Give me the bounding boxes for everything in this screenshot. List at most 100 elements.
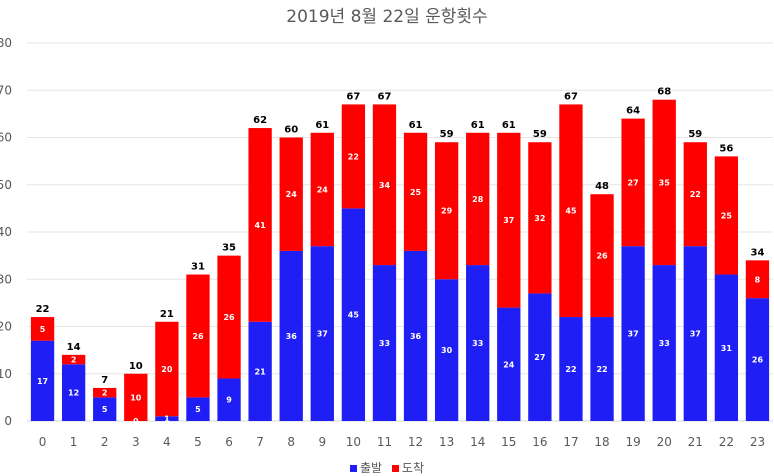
data-label-total: 62: [253, 115, 267, 126]
bar-departure: [310, 246, 334, 421]
data-label-total: 67: [564, 91, 578, 102]
x-tick-label: 15: [501, 435, 516, 449]
data-label-arrival: 2: [102, 389, 108, 398]
bar-arrival: [124, 373, 148, 421]
x-tick-label: 2: [101, 435, 109, 449]
data-label-arrival: 32: [534, 214, 545, 223]
bar-departure: [403, 250, 428, 421]
data-label-departure: 37: [690, 330, 701, 339]
data-label-departure: 27: [534, 353, 545, 362]
x-tick-label: 13: [439, 435, 454, 449]
legend-swatch-arrival: [391, 465, 399, 472]
data-label-total: 34: [750, 247, 764, 258]
y-tick-label: 80: [0, 36, 12, 50]
data-label-departure: 33: [472, 339, 483, 348]
data-label-departure: 0: [133, 417, 139, 426]
data-label-total: 35: [222, 243, 236, 254]
bars: [30, 99, 770, 421]
bar-arrival: [497, 132, 521, 308]
bar-arrival: [714, 156, 739, 275]
data-label-total: 61: [409, 120, 423, 131]
data-label-departure: 17: [37, 377, 48, 386]
data-label-arrival: 20: [161, 365, 173, 374]
y-tick-label: 50: [0, 178, 12, 192]
bar-arrival: [279, 137, 303, 251]
data-label-arrival: 24: [317, 185, 329, 194]
data-label-total: 31: [191, 262, 205, 273]
x-tick-label: 16: [532, 435, 547, 449]
data-label-departure: 21: [255, 367, 267, 376]
data-label-departure: 26: [752, 356, 764, 365]
bar-arrival: [434, 142, 459, 280]
bar-arrival: [403, 132, 428, 251]
data-label-departure: 12: [68, 389, 79, 398]
legend-label-arrival: 도착: [401, 461, 424, 475]
bar-departure: [497, 307, 521, 421]
data-label-total: 61: [502, 120, 516, 131]
data-label-arrival: 37: [503, 216, 514, 225]
bar-departure: [714, 274, 739, 421]
data-label-total: 21: [160, 309, 174, 320]
data-label-departure: 36: [410, 332, 422, 341]
legend-item-arrival: 도착: [391, 459, 424, 476]
x-tick-label: 7: [256, 435, 264, 449]
x-tick-label: 18: [594, 435, 609, 449]
data-label-arrival: 26: [192, 332, 204, 341]
y-tick-label: 0: [4, 414, 12, 428]
x-tick-label: 9: [318, 435, 326, 449]
data-label-total: 60: [284, 125, 298, 136]
bar-arrival: [30, 317, 55, 341]
bar-arrival: [217, 255, 241, 379]
x-tick-label: 5: [194, 435, 202, 449]
bar-departure: [279, 250, 303, 421]
x-tick-label: 14: [470, 435, 485, 449]
bar-departure: [61, 364, 86, 421]
data-label-departure: 22: [596, 365, 607, 374]
data-label-departure: 5: [102, 405, 108, 414]
data-label-departure: 33: [659, 339, 670, 348]
y-tick-label: 70: [0, 83, 12, 97]
bar-departure: [93, 397, 117, 421]
data-label-departure: 5: [195, 405, 201, 414]
data-label-departure: 45: [348, 311, 360, 320]
x-tick-label: 21: [688, 435, 703, 449]
y-tick-label: 10: [0, 367, 12, 381]
x-tick-label: 23: [750, 435, 765, 449]
bar-arrival: [93, 387, 117, 398]
bar-departure: [217, 378, 241, 421]
x-tick-label: 17: [563, 435, 578, 449]
data-label-arrival: 25: [410, 188, 422, 197]
legend-label-departure: 출발: [359, 461, 383, 475]
x-tick-label: 11: [377, 435, 392, 449]
data-label-departure: 9: [226, 396, 232, 405]
data-label-total: 67: [346, 91, 360, 102]
bar-arrival: [310, 132, 334, 247]
x-tick-label: 6: [225, 435, 233, 449]
data-label-total: 59: [688, 129, 702, 140]
data-label-departure: 31: [721, 344, 733, 353]
data-label-arrival: 22: [348, 152, 359, 161]
x-tick-label: 8: [287, 435, 295, 449]
data-label-total: 14: [67, 342, 81, 353]
data-label-arrival: 26: [223, 313, 235, 322]
bar-arrival: [341, 104, 366, 209]
data-label-arrival: 24: [286, 190, 298, 199]
bar-departure: [745, 298, 770, 421]
x-tick-label: 22: [719, 435, 734, 449]
labels: 0102030405060708017522012214152720101031…: [0, 36, 765, 449]
bar-arrival: [155, 321, 179, 417]
legend-item-departure: 출발: [349, 459, 383, 476]
bar-departure: [528, 293, 552, 421]
bar-arrival: [372, 104, 397, 266]
chart-title: 2019년 8월 22일 운항횟수: [286, 7, 488, 27]
bar-departure: [248, 321, 272, 421]
data-label-departure: 30: [441, 346, 453, 355]
data-label-total: 68: [657, 87, 671, 98]
bar-arrival: [186, 274, 210, 398]
bar-arrival: [61, 354, 86, 365]
x-tick-label: 10: [346, 435, 361, 449]
data-label-arrival: 2: [71, 356, 77, 365]
data-label-arrival: 25: [721, 211, 733, 220]
data-label-arrival: 22: [690, 190, 701, 199]
